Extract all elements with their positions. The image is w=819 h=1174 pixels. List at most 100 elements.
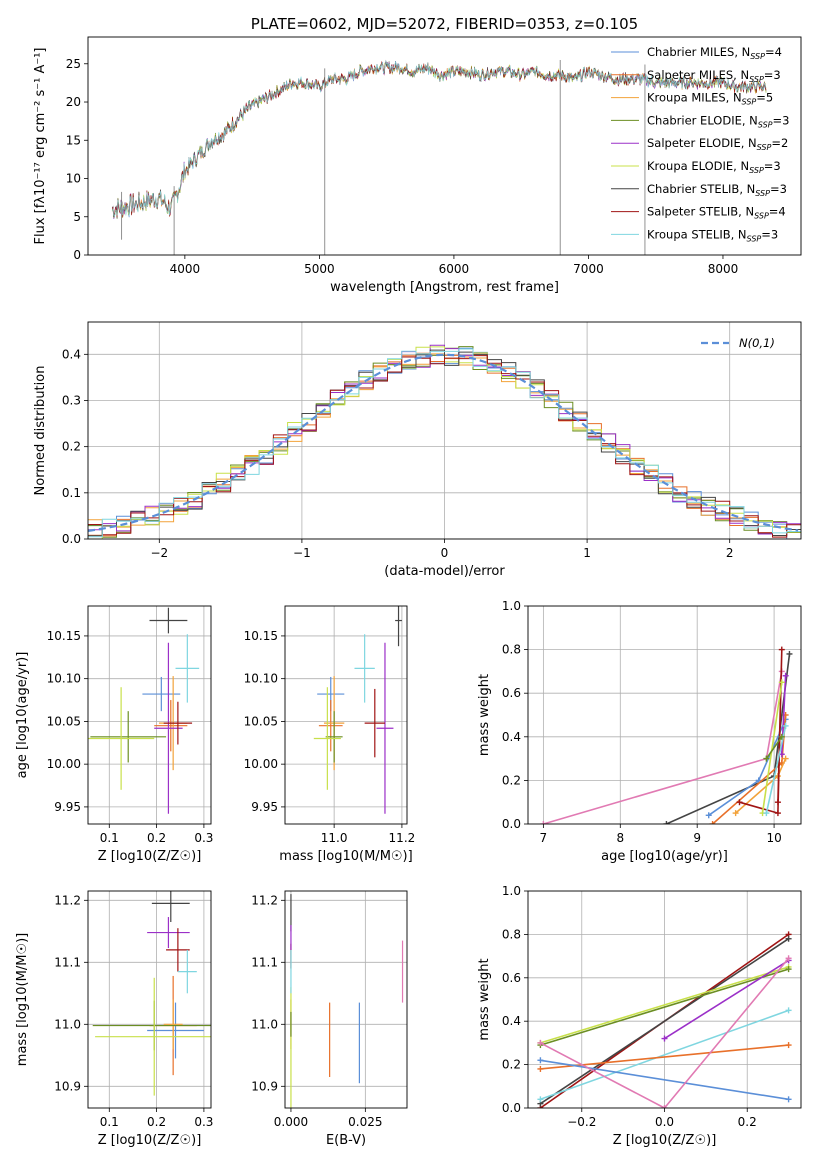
x-tick-label: 10 [766,831,781,845]
axes-frame [87,890,212,1109]
plot-area [528,891,801,1108]
legend-entry: Kroupa STELIB, NSSP=3 [647,227,778,243]
y-tick-label: 0.2 [502,773,521,787]
histogram-kroupa_stelib [88,348,801,538]
x-axis-label: Z [log10(Z/Z☉)] [98,1133,202,1148]
axes-frame [284,605,408,825]
y-tick-label: 0.6 [502,971,521,985]
x-tick-label: 7000 [573,262,604,276]
x-tick-label: 0 [441,546,449,560]
weight-line [761,682,783,814]
y-tick-label: 10.05 [244,714,278,728]
y-tick-label: 5 [73,210,81,224]
axes-frame [527,605,802,825]
weight-line [540,1059,789,1101]
y-tick-label: 0.0 [502,1101,521,1115]
x-axis-label: Z [log10(Z/Z☉)] [98,849,202,864]
y-tick-label: 11.1 [54,955,81,969]
x-tick-label: −0.2 [567,1115,596,1129]
y-tick-label: 0.3 [62,393,81,407]
legend-entry: Chabrier MILES, NSSP=4 [647,45,782,61]
x-axis-label: E(B-V) [326,1133,366,1148]
x-tick-label: 0.3 [194,1115,213,1129]
y-axis-label: mass [log10(M/M☉)] [15,933,30,1066]
y-tick-label: 25 [66,57,81,71]
weight-line [739,649,783,815]
y-axis-label: mass weight [477,958,492,1040]
x-tick-label: 0.2 [738,1115,757,1129]
weight-line [540,957,790,1108]
x-tick-label: −1 [293,546,311,560]
y-axis-label: age [log10(age/yr)] [15,652,30,779]
weight-line [765,736,783,760]
y-tick-label: 10.15 [244,629,278,643]
x-tick-label: 11.2 [389,831,416,845]
y-axis-label: Flux [fλ10⁻¹⁷ erg cm⁻² s⁻¹ A⁻¹] [33,48,48,245]
y-tick-label: 10.9 [251,1079,278,1093]
y-tick-label: 9.95 [251,800,278,814]
y-tick-label: 1.0 [502,599,521,613]
gaussian-curve [88,353,799,532]
panel-weight_vs_age: 7 8 9 10 0.0 0.2 0.4 0.6 0.8 1.0 age [log10(age/yr… [477,599,802,864]
legend-entry: Chabrier STELIB, NSSP=3 [647,182,787,198]
x-tick-label: 8 [616,831,624,845]
y-tick-label: 10.15 [47,629,81,643]
x-tick-label: 0.000 [274,1115,308,1129]
panel-spectrum: 4000 5000 6000 7000 8000 0 5 10 15 20 25 wavelength… [33,15,802,295]
x-tick-label: 9 [693,831,701,845]
x-tick-label: 0.2 [147,831,166,845]
y-axis-label: mass weight [477,674,492,756]
y-tick-label: 15 [66,133,81,147]
y-tick-label: 0.8 [502,927,521,941]
axes-frame [87,36,802,256]
x-tick-label: 0.2 [147,1115,166,1129]
spectrum-line-kroupa_stelib [111,60,767,218]
x-tick-label: 0.3 [194,831,213,845]
legend-entry: N(0,1) [739,336,775,350]
x-tick-label: 11.0 [321,831,348,845]
chart-title: PLATE=0602, MJD=52072, FIBERID=0353, z=0… [251,15,638,33]
y-tick-label: 11.0 [54,1017,81,1031]
axes-frame [87,321,802,540]
y-tick-label: 11.2 [251,893,278,907]
x-tick-label: 7 [540,831,548,845]
y-tick-label: 0.1 [62,486,81,500]
weight-line [539,938,790,1105]
plot-area [528,606,801,824]
plot-area [111,59,767,255]
y-tick-label: 0.2 [502,1058,521,1072]
legend-entry: Kroupa ELODIE, NSSP=3 [647,159,781,175]
weight-line [540,966,789,1044]
y-tick-label: 0.6 [502,686,521,700]
x-tick-label: 0.025 [348,1115,382,1129]
y-tick-label: 0.0 [502,817,521,831]
axes-frame [284,890,408,1109]
plot-area [88,891,211,1108]
panel-mass_vs_ebv: 0.000 0.025 10.9 11.0 11.1 11.2 E(B-V) [251,890,408,1148]
x-tick-label: 6000 [439,262,470,276]
x-axis-label: (data-model)/error [384,564,505,579]
y-tick-label: 0.8 [502,643,521,657]
x-tick-label: 2 [726,546,734,560]
x-tick-label: 0.0 [655,1115,674,1129]
y-tick-label: 0.0 [62,532,81,546]
panel-mass_vs_Z: 0.1 0.2 0.3 10.9 11.0 11.1 11.2 Z [log10(Z/Z☉)]… [15,890,213,1148]
y-tick-label: 1.0 [502,884,521,898]
plot-area [285,891,407,1108]
y-axis-label: Normed distribution [33,366,48,496]
axes-frame [87,605,212,825]
y-tick-label: 20 [66,95,81,109]
y-tick-label: 10.10 [47,672,81,686]
y-tick-label: 10.10 [244,672,278,686]
weight-line [765,725,787,814]
y-tick-label: 10.05 [47,714,81,728]
panel-age_vs_mass: 11.0 11.2 9.95 10.00 10.05 10.10 10.15 mass [lo… [244,605,416,864]
panel-residuals: −2 −1 0 1 2 0.0 0.1 0.2 0.3 0.4 (data-model)/error… [33,321,802,579]
y-tick-label: 9.95 [54,800,81,814]
x-tick-label: 8000 [708,262,739,276]
x-tick-label: 1 [583,546,591,560]
y-tick-label: 11.0 [251,1017,278,1031]
x-axis-label: age [log10(age/yr)] [601,849,728,864]
plot-area [285,606,407,824]
